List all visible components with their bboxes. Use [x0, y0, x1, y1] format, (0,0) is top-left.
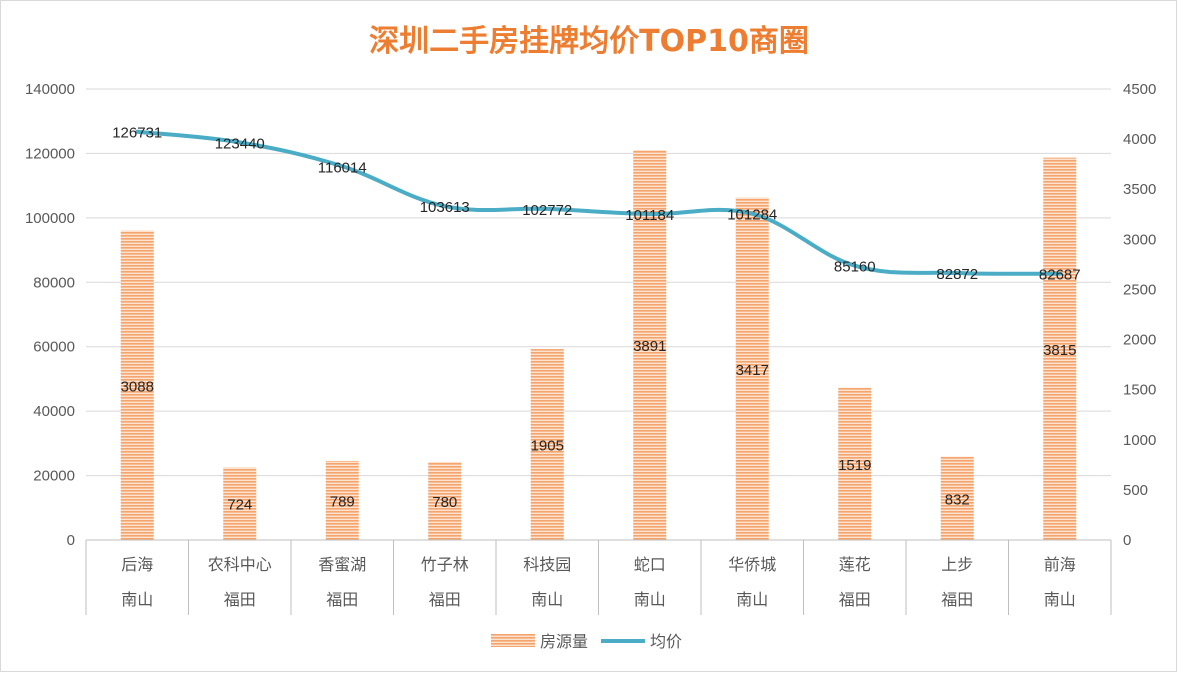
left-tick-label: 40000 — [33, 403, 75, 420]
category-label: 华侨城 — [728, 555, 776, 574]
bar-data-label: 789 — [330, 493, 355, 510]
category-label: 科技园 — [523, 555, 571, 574]
right-axis: 0 500 1000 1500 2000 2500 3000 3500 4000 4500 — [1123, 81, 1156, 549]
category-label: 上步 — [941, 555, 973, 574]
group-label: 福田 — [941, 590, 973, 609]
group-label: 南山 — [1044, 590, 1076, 609]
legend-line-label: 均价 — [650, 632, 682, 651]
line-data-label: 101184 — [625, 207, 674, 224]
group-label: 南山 — [736, 590, 768, 609]
right-tick-label: 4000 — [1123, 131, 1156, 148]
category-label: 农科中心 — [208, 555, 272, 574]
group-label: 南山 — [634, 590, 666, 609]
line-data-labels: 126731 123440 116014 103613 102772 101184 1012… — [112, 125, 1080, 284]
category-label: 莲花 — [839, 555, 871, 574]
left-tick-label: 140000 — [25, 81, 75, 98]
line-data-label: 101284 — [727, 207, 777, 224]
bar-data-label: 780 — [432, 494, 457, 511]
category-label: 后海 — [121, 555, 153, 574]
line-data-label: 103613 — [420, 199, 470, 216]
category-label: 前海 — [1044, 555, 1076, 574]
bar-data-label: 724 — [227, 497, 252, 514]
right-tick-label: 2500 — [1123, 281, 1156, 298]
bar — [223, 467, 257, 540]
bar-data-labels: 3088 724 789 780 1905 3891 3417 1519 832 3815 — [121, 338, 1077, 514]
left-axis: 0 20000 40000 60000 80000 100000 120000 140000 — [25, 81, 75, 549]
group-label: 福田 — [224, 590, 256, 609]
left-tick-label: 80000 — [33, 274, 75, 291]
bar — [838, 387, 872, 540]
bar — [735, 197, 769, 541]
line-data-label: 85160 — [834, 259, 876, 276]
category-label: 蛇口 — [634, 555, 666, 574]
line-data-label: 123440 — [215, 135, 265, 152]
bar-data-label: 1519 — [838, 457, 871, 474]
right-tick-label: 1500 — [1123, 382, 1156, 399]
bar — [1043, 157, 1077, 540]
right-tick-label: 4500 — [1123, 81, 1156, 98]
group-label: 南山 — [121, 590, 153, 609]
chart-title: 深圳二手房挂牌均价TOP10商圈 — [369, 24, 809, 59]
right-tick-label: 3500 — [1123, 181, 1156, 198]
legend-bar-label: 房源量 — [540, 632, 588, 651]
right-tick-label: 2000 — [1123, 332, 1156, 349]
bar-data-label: 3088 — [121, 378, 154, 395]
legend-bar-swatch — [491, 634, 535, 647]
line-data-label: 82872 — [936, 266, 978, 283]
left-tick-label: 100000 — [25, 210, 75, 227]
line-data-label: 82687 — [1039, 267, 1081, 284]
grid — [86, 88, 1111, 477]
line-path — [135, 129, 1062, 276]
left-tick-label: 120000 — [25, 145, 75, 162]
bar-data-label: 3815 — [1043, 342, 1076, 359]
group-label: 福田 — [326, 590, 358, 609]
line-series — [135, 129, 1062, 276]
right-tick-label: 3000 — [1123, 231, 1156, 248]
bar — [940, 456, 974, 540]
left-tick-label: 60000 — [33, 339, 75, 356]
legend: 房源量 均价 — [491, 632, 682, 651]
category-label: 竹子林 — [421, 555, 469, 574]
bar-series — [120, 150, 1077, 541]
bar-data-label: 832 — [945, 491, 970, 508]
group-label: 福田 — [429, 590, 461, 609]
right-tick-label: 1000 — [1123, 432, 1156, 449]
category-label: 香蜜湖 — [318, 555, 366, 574]
line-data-label: 116014 — [318, 159, 367, 176]
bar — [428, 461, 462, 540]
line-data-label: 102772 — [522, 202, 572, 219]
bar-data-label: 1905 — [531, 438, 564, 455]
left-tick-label: 20000 — [33, 468, 75, 485]
bar-data-label: 3417 — [736, 362, 769, 379]
bar — [120, 230, 154, 540]
right-tick-label: 500 — [1123, 482, 1148, 499]
right-tick-label: 0 — [1123, 532, 1131, 549]
line-data-label: 126731 — [112, 125, 162, 142]
group-label: 福田 — [839, 590, 871, 609]
left-tick-label: 0 — [67, 532, 75, 549]
bar — [530, 349, 564, 540]
group-label: 南山 — [531, 590, 563, 609]
bar-data-label: 3891 — [633, 338, 666, 355]
bar — [325, 460, 359, 540]
